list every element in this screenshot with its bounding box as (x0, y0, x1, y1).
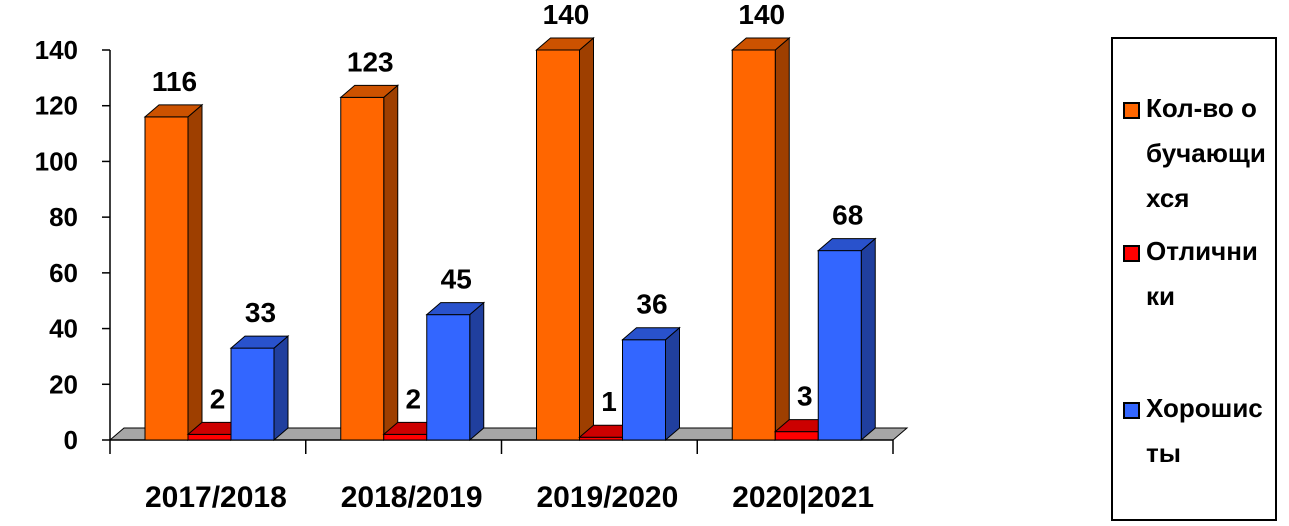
bar-side (383, 84, 399, 442)
data-label: 2 (210, 383, 226, 414)
y-tick-label: 60 (49, 258, 78, 288)
data-label: 3 (797, 381, 813, 412)
x-category-label: 2020|2021 (732, 481, 874, 514)
legend-swatch-excellent (1123, 245, 1140, 262)
y-tick-label: 0 (64, 425, 78, 455)
bar-top (816, 238, 877, 252)
bar (731, 49, 776, 441)
bar-side (579, 36, 594, 442)
x-category-label: 2019/2020 (536, 481, 678, 514)
bar-side (469, 301, 485, 442)
bar-side (860, 237, 876, 442)
bar (774, 431, 819, 441)
bar-top (535, 37, 595, 51)
bar-side (187, 103, 203, 442)
axes: 0 20 40 60 80 100 120 140 2017/2018 2018/2019 2019… (35, 35, 894, 514)
bar-top (229, 335, 290, 349)
data-label: 140 (738, 0, 785, 30)
data-labels: 116 2 33 123 2 45 140 1 36 140 3 68 (152, 0, 863, 417)
legend-label-students: Кол-во обучающихся (1146, 93, 1266, 213)
legend-item-good: Хорошисты (1123, 393, 1273, 476)
data-label: 36 (636, 289, 667, 320)
bar (426, 314, 471, 441)
bars (143, 36, 877, 442)
y-tick-label: 80 (49, 202, 78, 232)
bar (817, 250, 862, 441)
data-label: 45 (441, 264, 472, 295)
chart-legend: Кол-во обучающихся Отличники Хорошисты (1111, 37, 1277, 521)
bar (230, 347, 275, 441)
data-label: 33 (245, 297, 276, 328)
x-category-label: 2018/2019 (341, 481, 483, 514)
bar (187, 433, 232, 441)
data-label: 123 (347, 46, 394, 77)
bar (383, 433, 428, 441)
data-label: 116 (152, 66, 197, 97)
data-label: 68 (832, 200, 863, 231)
data-label: 2 (405, 383, 421, 414)
bar-side (665, 326, 680, 442)
legend-label-excellent: Отличники (1146, 236, 1258, 311)
y-tick-label: 100 (35, 146, 78, 176)
legend-label-good: Хорошисты (1146, 393, 1263, 468)
legend-item-students: Кол-во обучающихся (1123, 93, 1273, 221)
legend-swatch-good (1123, 402, 1140, 419)
bar (622, 339, 666, 441)
bar-side (774, 36, 790, 442)
bar (536, 49, 580, 441)
bar-top (730, 37, 791, 51)
data-label: 140 (543, 0, 590, 30)
bar-side (273, 334, 289, 442)
bar-top (425, 302, 486, 316)
data-label: 1 (601, 386, 617, 417)
y-tick-label: 20 (49, 369, 78, 399)
bar-top (339, 84, 400, 98)
bar (144, 116, 189, 441)
legend-item-excellent: Отличники (1123, 236, 1273, 319)
bar-top (143, 104, 204, 118)
y-tick-label: 140 (35, 35, 78, 65)
legend-swatch-students (1123, 102, 1140, 119)
bar (340, 96, 385, 441)
y-tick-label: 40 (49, 314, 78, 344)
bar-top (621, 327, 681, 341)
y-tick-label: 120 (35, 91, 78, 121)
x-category-label: 2017/2018 (145, 481, 287, 514)
